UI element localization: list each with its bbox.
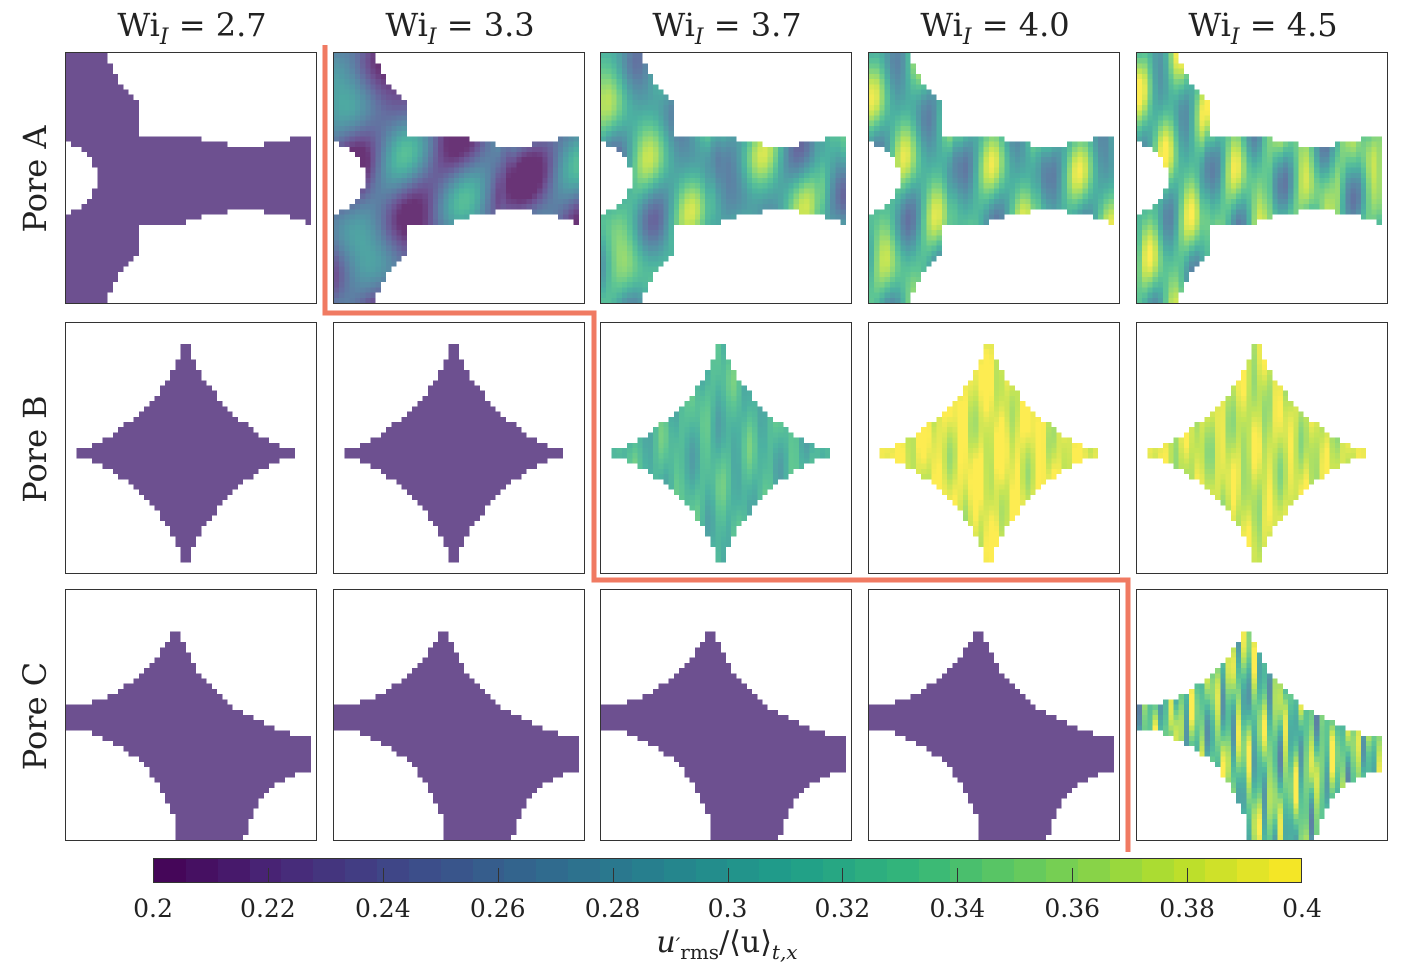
colorbar — [153, 858, 1302, 883]
colorbar-bin — [154, 859, 186, 882]
colorbar-bin — [823, 859, 855, 882]
heatmap-field — [601, 590, 851, 840]
panel-pore-a-wi-3.3 — [333, 52, 585, 304]
heatmap-field — [334, 323, 584, 573]
colorbar-bin — [759, 859, 792, 882]
colorbar-bin — [663, 859, 696, 882]
column-title: WiI = 4.0 — [920, 6, 1070, 50]
colorbar-bin — [1014, 859, 1047, 882]
panel-pore-b-wi-3.3 — [333, 322, 585, 574]
colorbar-bin — [1046, 859, 1078, 882]
colorbar-bin — [1237, 859, 1270, 882]
panel-pore-b-wi-3.7 — [600, 322, 852, 574]
colorbar-bin — [568, 859, 601, 882]
colorbar-tick-label: 0.28 — [584, 894, 641, 923]
heatmap-field — [1137, 323, 1387, 573]
panel-pore-a-wi-2.7 — [65, 52, 317, 304]
colorbar-tick-label: 0.24 — [354, 894, 411, 923]
colorbar-bin — [440, 859, 473, 882]
colorbar-bin — [791, 859, 824, 882]
colorbar-bin — [854, 859, 887, 882]
panel-pore-c-wi-3.7 — [600, 589, 852, 841]
panel-pore-b-wi-2.7 — [65, 322, 317, 574]
colorbar-bin — [600, 859, 632, 882]
colorbar-bin — [1141, 859, 1174, 882]
heatmap-field — [1137, 53, 1387, 303]
colorbar-tick — [267, 868, 269, 882]
column-title: WiI = 3.7 — [652, 6, 802, 50]
colorbar-bin — [1269, 859, 1301, 882]
heatmap-field — [66, 590, 316, 840]
column-title: WiI = 3.3 — [385, 6, 535, 50]
colorbar-bin — [1205, 859, 1238, 882]
colorbar-bin — [313, 859, 346, 882]
colorbar-bin — [249, 859, 282, 882]
panel-pore-c-wi-2.7 — [65, 589, 317, 841]
colorbar-tick-label: 0.2 — [133, 894, 173, 923]
colorbar-bin — [1109, 859, 1142, 882]
colorbar-tick-label: 0.26 — [469, 894, 526, 923]
colorbar-bin — [695, 859, 728, 882]
heatmap-field — [869, 323, 1119, 573]
colorbar-bin — [504, 859, 537, 882]
heatmap-field — [334, 53, 584, 303]
colorbar-bin — [886, 859, 919, 882]
colorbar-tick-label: 0.32 — [814, 894, 871, 923]
colorbar-tick — [957, 868, 959, 882]
heatmap-field — [66, 53, 316, 303]
panel-pore-b-wi-4.5 — [1136, 322, 1388, 574]
colorbar-tick — [842, 868, 844, 882]
colorbar-tick — [1187, 868, 1189, 882]
panel-pore-a-wi-3.7 — [600, 52, 852, 304]
colorbar-bin — [472, 859, 505, 882]
colorbar-bin — [377, 859, 409, 882]
heatmap-field — [1137, 590, 1387, 840]
heatmap-field — [869, 53, 1119, 303]
panel-pore-b-wi-4.0 — [868, 322, 1120, 574]
colorbar-bin — [185, 859, 218, 882]
colorbar-tick — [382, 868, 384, 882]
colorbar-bin — [281, 859, 314, 882]
colorbar-bin — [1173, 859, 1206, 882]
colorbar-bin — [217, 859, 250, 882]
colorbar-tick-label: 0.38 — [1159, 894, 1215, 923]
heatmap-field — [66, 323, 316, 573]
column-title: WiI = 2.7 — [117, 6, 267, 50]
heatmap-field — [601, 323, 851, 573]
colorbar-bin — [408, 859, 441, 882]
panel-pore-c-wi-4.0 — [868, 589, 1120, 841]
panel-pore-c-wi-3.3 — [333, 589, 585, 841]
colorbar-bin — [950, 859, 983, 882]
colorbar-tick — [1072, 868, 1074, 882]
panel-pore-c-wi-4.5 — [1136, 589, 1388, 841]
colorbar-bin — [1077, 859, 1110, 882]
colorbar-tick-label: 0.4 — [1282, 894, 1322, 923]
colorbar-tick-label: 0.22 — [240, 894, 296, 923]
colorbar-tick-label: 0.34 — [929, 894, 986, 923]
colorbar-tick-label: 0.3 — [707, 894, 748, 923]
colorbar-tick — [727, 868, 729, 882]
colorbar-bin — [982, 859, 1015, 882]
panel-pore-a-wi-4.5 — [1136, 52, 1388, 304]
colorbar-tick — [497, 868, 499, 882]
colorbar-bin — [918, 859, 951, 882]
colorbar-bin — [536, 859, 569, 882]
heatmap-field — [869, 590, 1119, 840]
heatmap-field — [334, 590, 584, 840]
colorbar-bin — [631, 859, 664, 882]
panel-pore-a-wi-4.0 — [868, 52, 1120, 304]
colorbar-tick — [612, 868, 614, 882]
column-title: WiI = 4.5 — [1188, 6, 1338, 50]
heatmap-field — [601, 53, 851, 303]
colorbar-tick-label: 0.36 — [1044, 894, 1101, 923]
colorbar-label: u′rms/⟨u⟩t,x — [656, 925, 798, 964]
colorbar-bin — [345, 859, 378, 882]
colorbar-bin — [727, 859, 760, 882]
